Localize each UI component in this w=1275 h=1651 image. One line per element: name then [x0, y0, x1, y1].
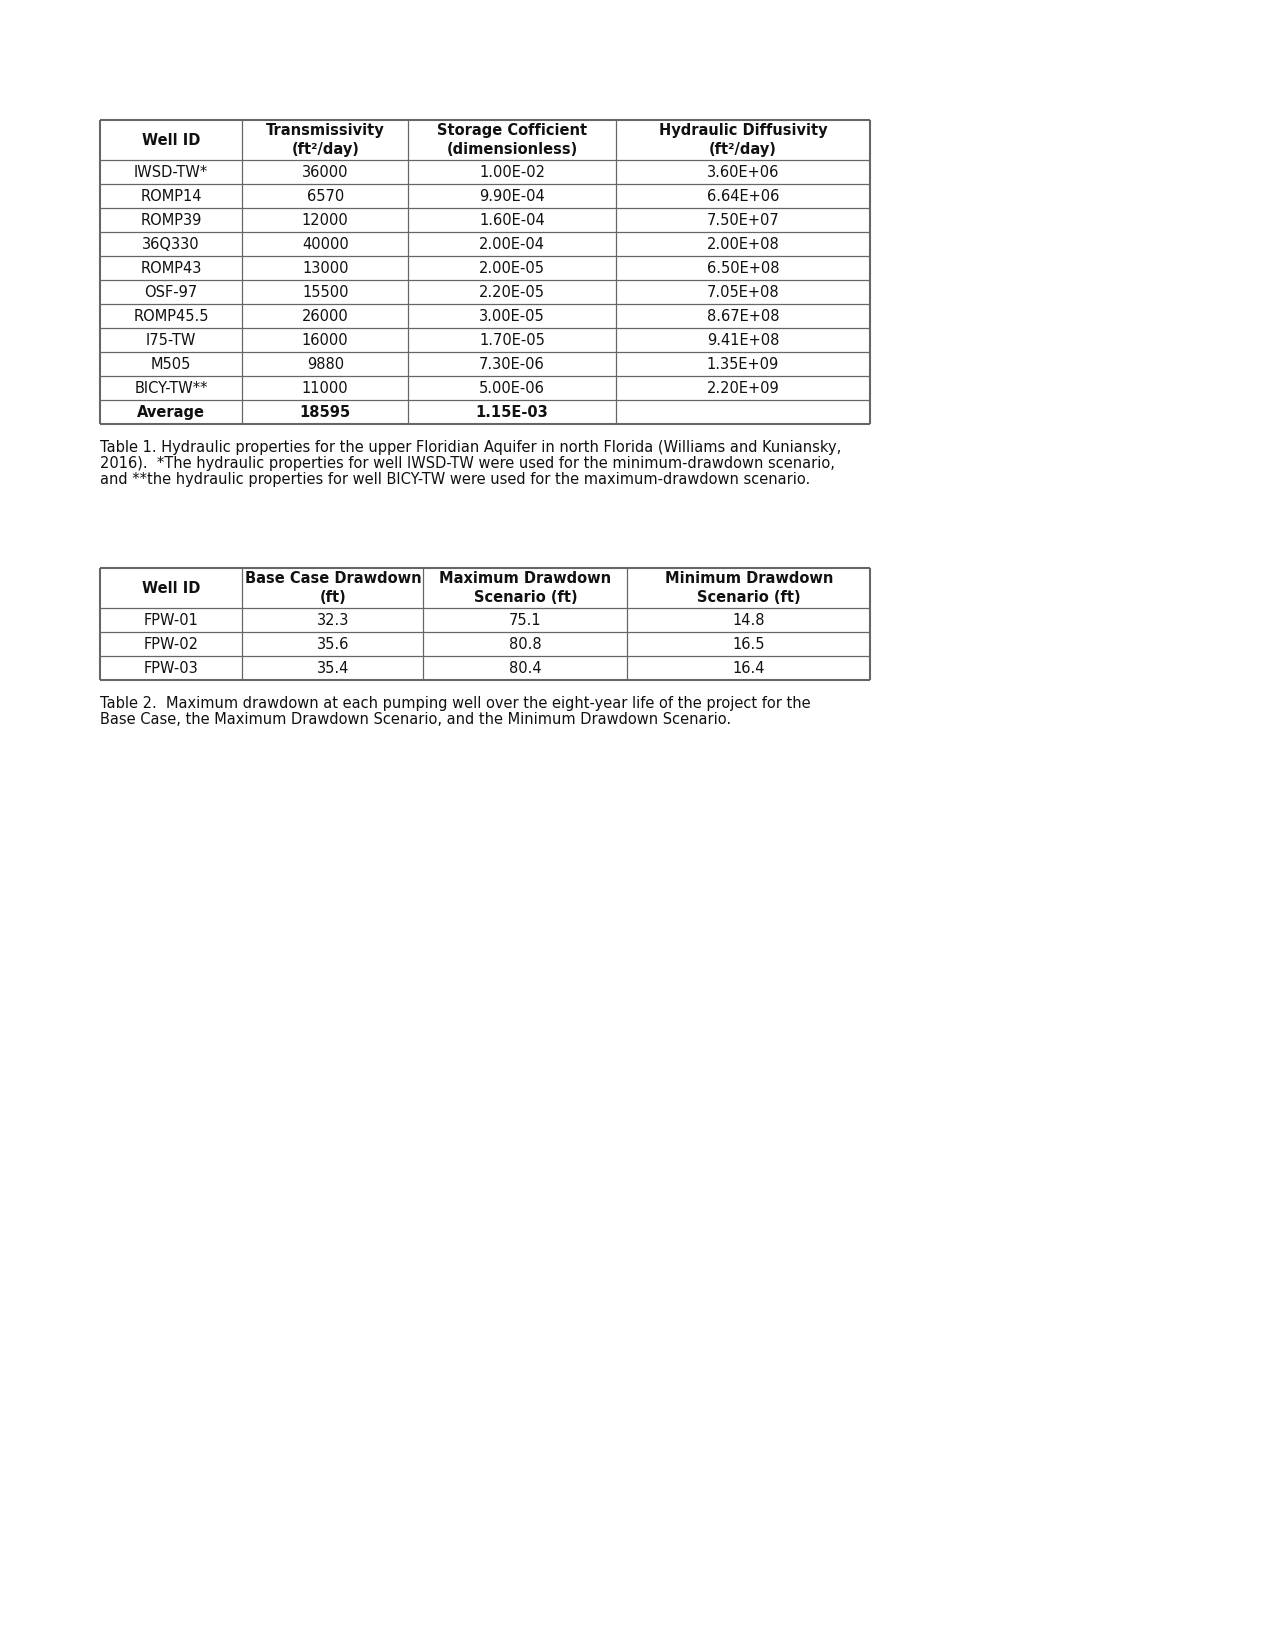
Text: Storage Cofficient
(dimensionless): Storage Cofficient (dimensionless) [437, 124, 586, 157]
Text: BICY-TW**: BICY-TW** [134, 380, 208, 396]
Text: 2.00E+08: 2.00E+08 [706, 236, 779, 251]
Text: Well ID: Well ID [142, 132, 200, 147]
Text: 12000: 12000 [302, 213, 348, 228]
Text: 9.90E-04: 9.90E-04 [479, 188, 544, 203]
Text: 35.6: 35.6 [316, 637, 349, 652]
Text: FPW-01: FPW-01 [144, 613, 199, 627]
Text: 16.4: 16.4 [732, 660, 765, 675]
Text: M505: M505 [150, 357, 191, 371]
Text: 2016).  *The hydraulic properties for well IWSD-TW were used for the minimum-dra: 2016). *The hydraulic properties for wel… [99, 456, 835, 471]
Text: 9.41E+08: 9.41E+08 [706, 332, 779, 347]
Text: FPW-02: FPW-02 [144, 637, 199, 652]
Text: 8.67E+08: 8.67E+08 [706, 309, 779, 324]
Text: 2.20E-05: 2.20E-05 [479, 284, 544, 299]
Text: Base Case Drawdown
(ft): Base Case Drawdown (ft) [245, 571, 421, 604]
Text: 26000: 26000 [302, 309, 348, 324]
Text: Average: Average [138, 404, 205, 419]
Text: 40000: 40000 [302, 236, 348, 251]
Text: Minimum Drawdown
Scenario (ft): Minimum Drawdown Scenario (ft) [664, 571, 833, 604]
Text: 1.15E-03: 1.15E-03 [476, 404, 548, 419]
Text: 16.5: 16.5 [732, 637, 765, 652]
Text: IWSD-TW*: IWSD-TW* [134, 165, 208, 180]
Text: ROMP45.5: ROMP45.5 [134, 309, 209, 324]
Text: 36000: 36000 [302, 165, 348, 180]
Text: 5.00E-06: 5.00E-06 [479, 380, 544, 396]
Text: 6.50E+08: 6.50E+08 [706, 261, 779, 276]
Text: 9880: 9880 [307, 357, 344, 371]
Text: 7.05E+08: 7.05E+08 [706, 284, 779, 299]
Text: 75.1: 75.1 [509, 613, 542, 627]
Text: Well ID: Well ID [142, 581, 200, 596]
Text: 13000: 13000 [302, 261, 348, 276]
Text: 35.4: 35.4 [316, 660, 349, 675]
Text: Maximum Drawdown
Scenario (ft): Maximum Drawdown Scenario (ft) [440, 571, 612, 604]
Text: 16000: 16000 [302, 332, 348, 347]
Text: 3.00E-05: 3.00E-05 [479, 309, 544, 324]
Text: 7.30E-06: 7.30E-06 [479, 357, 544, 371]
Text: 2.00E-04: 2.00E-04 [479, 236, 544, 251]
Text: 1.00E-02: 1.00E-02 [479, 165, 544, 180]
Text: 2.20E+09: 2.20E+09 [706, 380, 779, 396]
Text: 18595: 18595 [300, 404, 351, 419]
Text: ROMP14: ROMP14 [140, 188, 201, 203]
Text: 1.60E-04: 1.60E-04 [479, 213, 544, 228]
Text: 11000: 11000 [302, 380, 348, 396]
Text: OSF-97: OSF-97 [144, 284, 198, 299]
Text: Hydraulic Diffusivity
(ft²/day): Hydraulic Diffusivity (ft²/day) [659, 124, 827, 157]
Text: 7.50E+07: 7.50E+07 [706, 213, 779, 228]
Text: and **the hydraulic properties for well BICY-TW were used for the maximum-drawdo: and **the hydraulic properties for well … [99, 472, 810, 487]
Text: 6.64E+06: 6.64E+06 [706, 188, 779, 203]
Text: 80.4: 80.4 [509, 660, 542, 675]
Text: 6570: 6570 [306, 188, 344, 203]
Text: 1.70E-05: 1.70E-05 [479, 332, 544, 347]
Text: 36Q330: 36Q330 [143, 236, 200, 251]
Text: Table 1. Hydraulic properties for the upper Floridian Aquifer in north Florida (: Table 1. Hydraulic properties for the up… [99, 439, 842, 454]
Text: 15500: 15500 [302, 284, 348, 299]
Text: Base Case, the Maximum Drawdown Scenario, and the Minimum Drawdown Scenario.: Base Case, the Maximum Drawdown Scenario… [99, 712, 731, 726]
Text: 1.35E+09: 1.35E+09 [706, 357, 779, 371]
Text: FPW-03: FPW-03 [144, 660, 199, 675]
Text: I75-TW: I75-TW [147, 332, 196, 347]
Text: 14.8: 14.8 [732, 613, 765, 627]
Text: ROMP43: ROMP43 [140, 261, 201, 276]
Text: ROMP39: ROMP39 [140, 213, 201, 228]
Text: Table 2.  Maximum drawdown at each pumping well over the eight-year life of the : Table 2. Maximum drawdown at each pumpin… [99, 695, 811, 710]
Text: 2.00E-05: 2.00E-05 [479, 261, 544, 276]
Text: Transmissivity
(ft²/day): Transmissivity (ft²/day) [266, 124, 385, 157]
Text: 3.60E+06: 3.60E+06 [706, 165, 779, 180]
Text: 80.8: 80.8 [509, 637, 542, 652]
Text: 32.3: 32.3 [316, 613, 349, 627]
